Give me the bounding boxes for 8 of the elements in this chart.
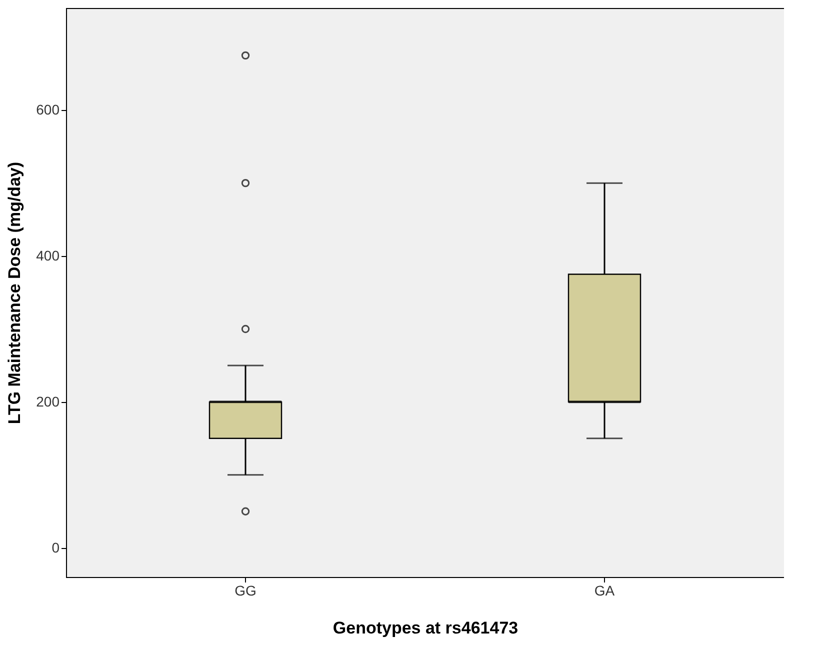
y-tick-label: 200 — [36, 393, 60, 410]
x-axis-title: Genotypes at rs461473 — [332, 618, 518, 638]
y-axis-title: LTG Maintenance Dose (mg/day) — [5, 162, 24, 424]
x-tick-label: GA — [594, 582, 616, 598]
y-tick-label: 400 — [36, 248, 60, 264]
y-tick-label: 600 — [36, 102, 60, 118]
x-tick-label: GG — [234, 582, 256, 598]
y-tick-label: 0 — [52, 539, 60, 556]
